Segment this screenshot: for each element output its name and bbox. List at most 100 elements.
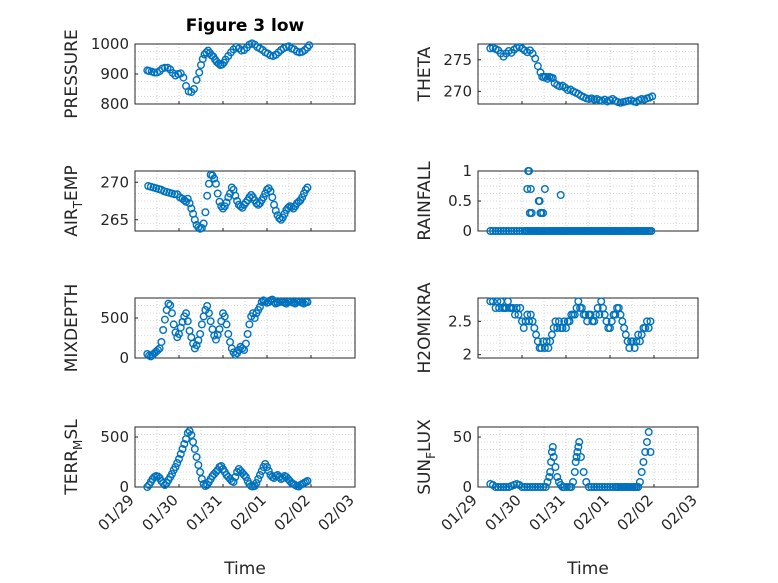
data-point — [196, 468, 205, 477]
data-point — [183, 317, 192, 326]
data-point — [198, 55, 207, 64]
data-point — [255, 471, 264, 480]
data-point — [182, 309, 191, 318]
data-point — [621, 330, 630, 339]
data-point — [507, 226, 516, 235]
data-point — [528, 483, 537, 492]
data-point — [289, 204, 298, 213]
data-point — [277, 215, 286, 224]
data-point — [280, 209, 289, 218]
axes-box — [134, 297, 356, 359]
data-point — [520, 483, 529, 492]
subplot-pressure: 800 900 1000 PRESSURE — [62, 29, 356, 119]
y-axis-label: TERRMSL — [62, 419, 85, 496]
data-point — [180, 440, 189, 449]
data-point — [526, 184, 535, 193]
x-tick-label: 02/03 — [658, 491, 701, 534]
data-point — [203, 302, 212, 311]
data-point — [540, 184, 549, 193]
data-point — [595, 310, 604, 319]
axes-box — [134, 426, 356, 488]
y-tick-label: 1 — [462, 162, 472, 180]
data-point — [229, 478, 238, 487]
data-point — [171, 463, 180, 472]
data-point — [167, 470, 176, 479]
data-point — [595, 483, 604, 492]
data-point — [502, 226, 511, 235]
data-point — [203, 191, 212, 200]
data-point — [584, 483, 593, 492]
data-point — [192, 453, 201, 462]
data-point — [213, 189, 222, 198]
data-point — [504, 226, 513, 235]
data-point — [227, 183, 236, 192]
y-tick-label: 0 — [119, 478, 129, 496]
data-point — [574, 297, 583, 306]
data-point — [516, 304, 525, 313]
data-point — [494, 483, 503, 492]
y-tick-label: 0 — [462, 478, 472, 496]
data-point — [194, 461, 203, 470]
data-point — [278, 474, 287, 483]
data-point — [491, 226, 500, 235]
data-point — [543, 74, 552, 83]
data-point — [206, 317, 215, 326]
data-point — [194, 223, 203, 232]
data-point — [502, 483, 511, 492]
x-tick-label: 01/30 — [139, 491, 182, 534]
data-point — [220, 202, 229, 211]
data-point — [549, 453, 558, 462]
data-point — [545, 473, 554, 482]
data-point — [646, 317, 655, 326]
data-point — [195, 68, 204, 77]
data-point — [532, 330, 541, 339]
subplot-rainfall: 0 0.5 1 RAINFALL — [415, 161, 699, 241]
data-point — [208, 325, 217, 334]
data-point — [215, 325, 224, 334]
data-point — [167, 309, 176, 318]
data-point — [531, 54, 540, 63]
data-point — [222, 320, 231, 329]
data-point — [211, 179, 220, 188]
data-point — [220, 312, 229, 321]
data-point — [539, 483, 548, 492]
data-point — [533, 483, 542, 492]
data-point — [488, 226, 497, 235]
y-tick-label: 2 — [462, 346, 472, 364]
data-point — [199, 219, 208, 228]
subplot-air-temp: 265 270 AIRTEMP — [62, 165, 356, 237]
axes-box — [477, 43, 699, 105]
y-axis-label: AIRTEMP — [62, 165, 85, 236]
y-axis-label: RAINFALL — [415, 161, 435, 241]
data-point — [185, 199, 194, 208]
data-point — [197, 223, 206, 232]
y-tick-label: 0 — [119, 349, 129, 367]
data-point — [556, 190, 565, 199]
y-tick-label: 50 — [453, 428, 472, 446]
x-tick-label: 01/29 — [95, 491, 138, 534]
data-point — [166, 301, 175, 310]
data-point — [547, 330, 556, 339]
data-point — [241, 198, 250, 207]
data-point — [543, 478, 552, 487]
data-point — [261, 297, 270, 306]
data-point — [214, 59, 223, 68]
figure-title: Figure 3 low — [186, 16, 305, 36]
data-point — [637, 468, 646, 477]
data-point — [298, 193, 307, 202]
y-tick-label: 2.5 — [448, 312, 472, 330]
data-point — [541, 483, 550, 492]
data-point — [525, 166, 534, 175]
data-point — [523, 184, 532, 193]
y-tick-label: 0 — [462, 222, 472, 240]
data-point — [496, 226, 505, 235]
data-point — [185, 427, 194, 436]
y-axis-label: H2OMIXRA — [415, 282, 435, 373]
data-point — [527, 208, 536, 217]
data-point — [567, 483, 576, 492]
data-point — [525, 483, 534, 492]
data-point — [183, 194, 192, 203]
x-tick-label: 01/31 — [183, 491, 226, 534]
data-point — [496, 483, 505, 492]
subplot-theta: 270 275 THETA — [415, 43, 699, 107]
